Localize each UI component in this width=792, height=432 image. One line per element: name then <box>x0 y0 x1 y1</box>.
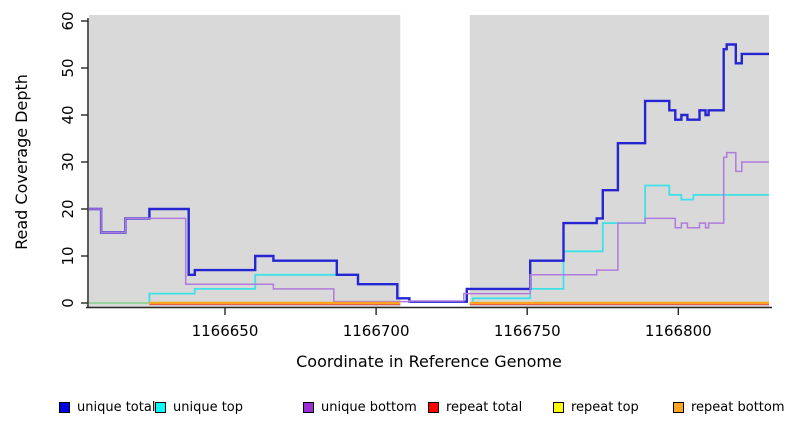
legend-label: unique top <box>173 399 244 415</box>
y-axis-title: Read Coverage Depth <box>12 74 31 250</box>
legend-item-repeat-total: repeat total <box>428 399 522 415</box>
legend-item-repeat-bottom: repeat bottom <box>673 399 785 415</box>
legend-label: unique bottom <box>321 399 417 415</box>
legend-label: repeat total <box>446 399 523 415</box>
legend-swatch-repeat-total <box>428 401 439 413</box>
y-tick-label: 10 <box>59 246 77 265</box>
legend-label: unique total <box>77 399 156 415</box>
legend-label: repeat top <box>571 399 639 415</box>
legend-swatch-repeat-bottom <box>673 401 684 413</box>
y-tick-label: 20 <box>59 199 77 218</box>
y-tick-label: 40 <box>59 105 77 124</box>
series-unique-total <box>89 43 769 303</box>
y-tick-label: 50 <box>59 58 77 77</box>
x-tick-label: 1166800 <box>645 322 712 340</box>
x-axis-title: Coordinate in Reference Genome <box>296 352 562 371</box>
legend-swatch-unique-total <box>59 401 70 413</box>
legend-item-unique-total: unique total <box>59 399 155 415</box>
legend-swatch-unique-bottom <box>303 401 314 413</box>
series-unique-bottom <box>89 151 769 303</box>
legend: unique total unique top unique bottom repea… <box>0 399 792 419</box>
legend-swatch-unique-top <box>155 401 166 413</box>
y-tick-label: 0 <box>59 298 77 308</box>
x-tick-label: 1166650 <box>192 322 259 340</box>
legend-swatch-repeat-top <box>553 401 564 413</box>
legend-label: repeat bottom <box>691 399 785 415</box>
coverage-gap-region <box>400 15 470 307</box>
x-tick-label: 1166700 <box>343 322 410 340</box>
y-tick-label: 60 <box>59 11 77 30</box>
y-tick-label: 30 <box>59 152 77 171</box>
x-tick-label: 1166750 <box>494 322 561 340</box>
legend-item-unique-bottom: unique bottom <box>303 399 417 415</box>
legend-item-repeat-top: repeat top <box>553 399 639 415</box>
legend-item-unique-top: unique top <box>155 399 243 415</box>
